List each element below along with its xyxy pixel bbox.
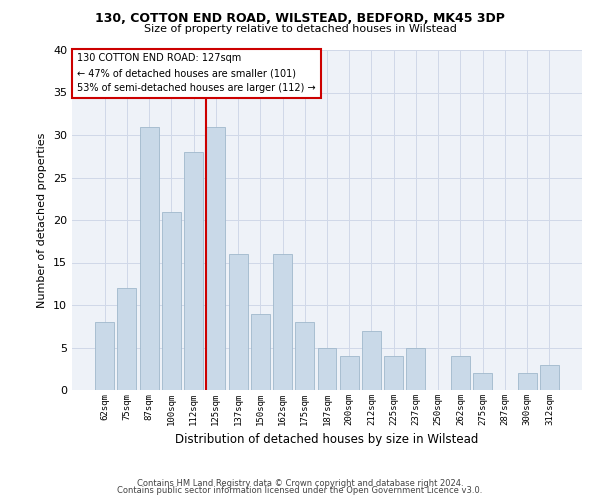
Bar: [362, 330, 381, 390]
Text: 130 COTTON END ROAD: 127sqm
← 47% of detached houses are smaller (101)
53% of se: 130 COTTON END ROAD: 127sqm ← 47% of det…: [77, 54, 316, 93]
Text: 130, COTTON END ROAD, WILSTEAD, BEDFORD, MK45 3DP: 130, COTTON END ROAD, WILSTEAD, BEDFORD,…: [95, 12, 505, 26]
X-axis label: Distribution of detached houses by size in Wilstead: Distribution of detached houses by size …: [175, 434, 479, 446]
Bar: [229, 254, 248, 390]
Bar: [140, 126, 158, 390]
Bar: [95, 322, 114, 390]
Y-axis label: Number of detached properties: Number of detached properties: [37, 132, 47, 308]
Bar: [340, 356, 359, 390]
Bar: [251, 314, 270, 390]
Bar: [406, 348, 425, 390]
Bar: [295, 322, 314, 390]
Bar: [184, 152, 203, 390]
Bar: [540, 364, 559, 390]
Bar: [317, 348, 337, 390]
Bar: [518, 373, 536, 390]
Bar: [384, 356, 403, 390]
Bar: [273, 254, 292, 390]
Text: Contains HM Land Registry data © Crown copyright and database right 2024.: Contains HM Land Registry data © Crown c…: [137, 478, 463, 488]
Bar: [473, 373, 492, 390]
Bar: [451, 356, 470, 390]
Bar: [118, 288, 136, 390]
Text: Contains public sector information licensed under the Open Government Licence v3: Contains public sector information licen…: [118, 486, 482, 495]
Text: Size of property relative to detached houses in Wilstead: Size of property relative to detached ho…: [143, 24, 457, 34]
Bar: [206, 126, 225, 390]
Bar: [162, 212, 181, 390]
